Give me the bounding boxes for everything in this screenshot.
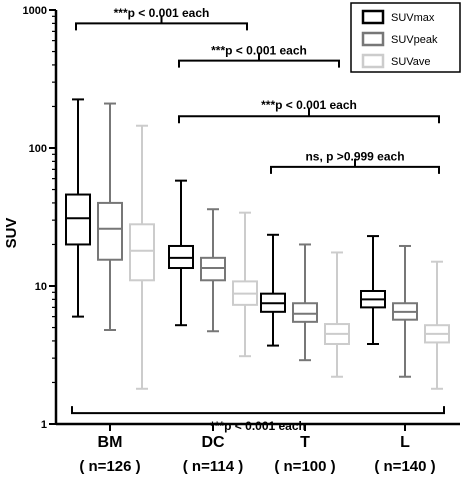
x-category-label: BM [98,434,123,451]
box-SUVmax-L [360,235,386,345]
box-iqr [292,302,318,323]
x-category-label: L [400,434,410,451]
y-tick-label: 1 [41,419,47,431]
bracket [71,406,445,415]
bracket-label: ***p < 0.001 each [114,6,210,20]
box-SUVave-L [424,260,450,390]
bracket-label: ***p < 0.001 each [210,419,306,433]
bracket-label: ***p < 0.001 each [211,43,307,57]
bracket-line [178,115,440,124]
box-SUVave-DC [232,211,258,358]
legend-swatch [361,9,385,25]
bracket [178,52,340,68]
y-axis-label: SUV [3,218,20,249]
bracket-line [270,165,440,174]
legend-swatch [361,31,385,47]
bracket [178,108,440,124]
box-iqr [97,201,123,261]
x-category-label: T [300,434,310,451]
box-SUVpeak-T [292,243,318,362]
bracket [75,15,248,31]
box-SUVpeak-DC [200,208,226,333]
bracket-line [71,406,445,415]
box-SUVmax-BM [65,98,91,318]
box-SUVmax-DC [168,179,194,327]
legend-box [350,2,461,73]
x-category-n-label: ( n=114 ) [183,458,243,475]
box-SUVpeak-L [392,244,418,378]
bracket-label: ns, p >0.999 each [305,149,404,163]
box-SUVave-T [324,251,350,378]
x-category-n-label: ( n=100 ) [274,458,335,475]
bracket-label: ***p < 0.001 each [261,98,357,112]
box-iqr [200,256,226,282]
x-category-n-label: ( n=126 ) [79,458,140,475]
box-SUVpeak-BM [97,102,123,331]
legend: SUVmax SUVpeak SUVave [350,2,461,73]
box-series [65,98,450,390]
bracket [270,158,440,174]
legend-label: SUVmax [391,12,435,24]
box-iqr [129,223,155,282]
y-tick-label: 1000 [23,5,47,17]
box-SUVave-BM [129,124,155,390]
x-category-label: DC [201,434,225,451]
x-category-n-label: ( n=140 ) [374,458,435,475]
legend-swatch [361,53,385,69]
significance-brackets: ***p < 0.001 each ***p < 0.001 each ***p <… [71,6,445,433]
box-iqr [65,193,91,246]
bracket-line [75,22,248,31]
bracket-line [178,59,340,68]
legend-label: SUVpeak [391,34,438,46]
axes: 1 10 100 1000 BM ( n=126 ) DC ( n=114 ) T ( n=100… [23,5,460,475]
y-tick-label: 100 [29,143,47,155]
legend-label: SUVave [391,56,431,68]
y-tick-label: 10 [35,281,47,293]
box-SUVmax-T [260,233,286,347]
